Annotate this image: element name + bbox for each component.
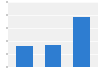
Bar — [16, 46, 33, 67]
Bar — [45, 45, 61, 67]
Bar — [73, 16, 90, 67]
